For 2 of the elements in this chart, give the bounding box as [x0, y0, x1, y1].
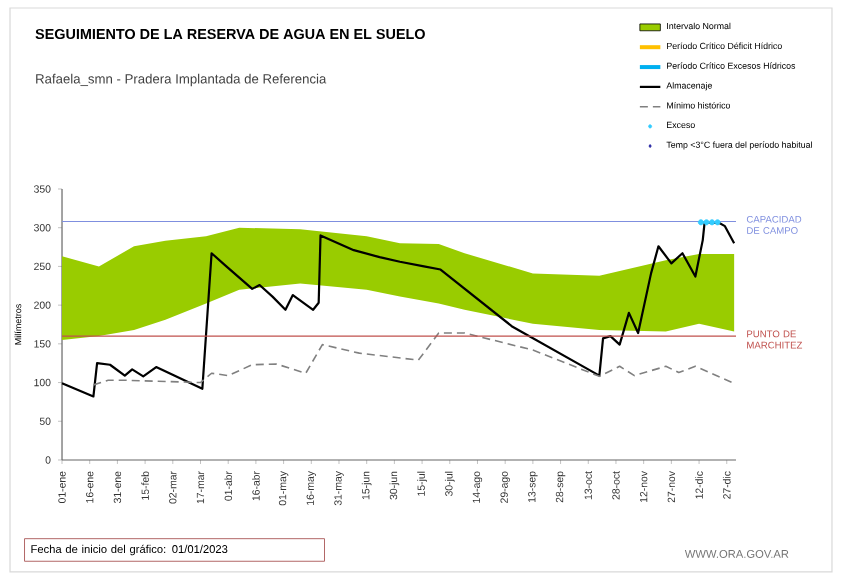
line-series: [60, 221, 736, 398]
line-series: [92, 332, 735, 386]
